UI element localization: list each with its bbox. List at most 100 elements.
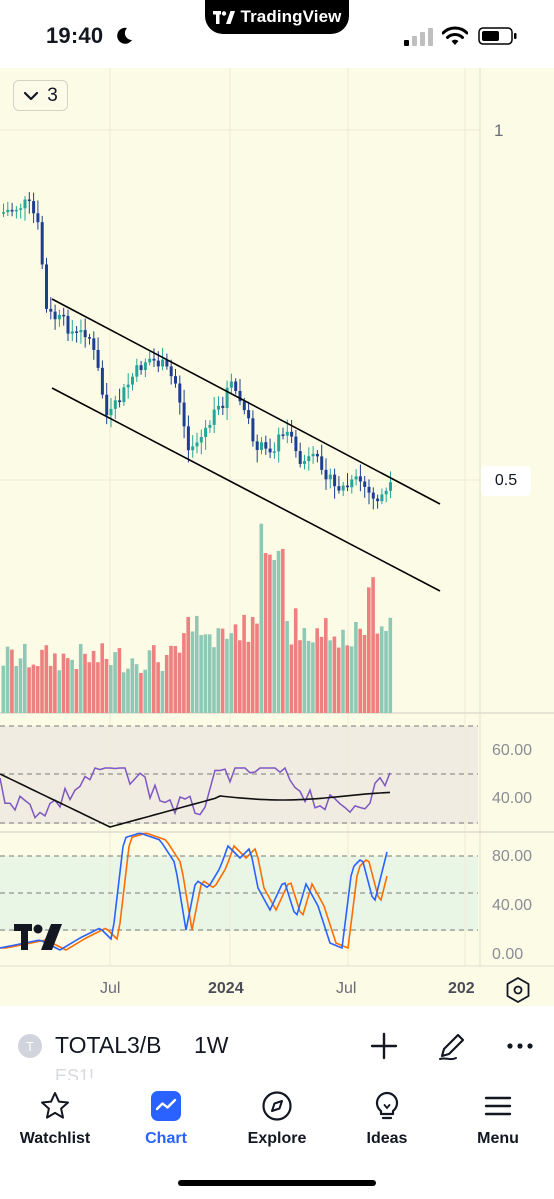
candle-body bbox=[178, 383, 182, 403]
volume-bar bbox=[328, 640, 332, 713]
channel-upper-trendline[interactable] bbox=[51, 298, 441, 505]
pen-icon[interactable] bbox=[436, 1030, 468, 1062]
volume-bar bbox=[66, 658, 70, 713]
candle-body bbox=[122, 387, 126, 403]
volume-bar bbox=[225, 638, 229, 713]
candle-body bbox=[66, 315, 70, 334]
rsi-moving-average bbox=[0, 773, 391, 828]
rsi-axis-label: 60.00 bbox=[492, 742, 533, 759]
volume-bar bbox=[216, 628, 221, 713]
volume-bar bbox=[233, 624, 238, 713]
price-axis-background bbox=[480, 68, 554, 1006]
gridlines bbox=[0, 68, 480, 966]
chart-canvas[interactable] bbox=[0, 68, 554, 1006]
candle-body bbox=[45, 264, 48, 309]
candle-body bbox=[186, 426, 190, 451]
volume-bar bbox=[324, 618, 328, 713]
candle-body bbox=[277, 434, 281, 452]
symbol-name[interactable]: TOTAL3/B bbox=[55, 1032, 162, 1058]
candle-body bbox=[79, 330, 83, 333]
candle-body bbox=[264, 442, 268, 449]
candle-body bbox=[290, 431, 294, 437]
candle-body bbox=[204, 427, 208, 437]
more-icon[interactable] bbox=[504, 1030, 536, 1062]
volume-bar bbox=[250, 616, 255, 713]
volume-bar bbox=[147, 650, 152, 713]
candle-body bbox=[199, 436, 203, 443]
candle-body bbox=[169, 366, 173, 377]
time-axis-label: 2024 bbox=[208, 980, 244, 997]
volume-bar bbox=[384, 630, 388, 713]
volume-bar bbox=[332, 636, 337, 713]
tab-watchlist[interactable]: Watchlist bbox=[5, 1090, 105, 1150]
candle-body bbox=[27, 199, 31, 202]
time-axis-label: 202 bbox=[448, 980, 475, 997]
tab-bar: Watchlist Chart Explore Ideas bbox=[0, 1080, 554, 1199]
chart-area[interactable]: 3 1 0.5 60.00 40.00 80.00 40.00 0.00 Jul… bbox=[0, 68, 554, 1006]
volume-bar bbox=[18, 658, 23, 713]
symbol-bar: T TOTAL3/B 1W bbox=[0, 1018, 554, 1074]
candle-body bbox=[272, 451, 276, 453]
volume-bar bbox=[199, 635, 203, 713]
volume-bar bbox=[14, 665, 18, 713]
volume-bar bbox=[78, 643, 83, 713]
price-axis-label: 1 bbox=[494, 121, 504, 140]
tab-explore[interactable]: Explore bbox=[227, 1090, 327, 1150]
candle-body bbox=[303, 461, 306, 464]
candle-body bbox=[242, 401, 246, 411]
tradingview-watermark-icon bbox=[14, 924, 62, 950]
volume-bar bbox=[177, 652, 182, 713]
volume-bar bbox=[195, 615, 199, 713]
candle-body bbox=[281, 434, 285, 436]
tab-label: Explore bbox=[247, 1130, 307, 1147]
candle-body bbox=[118, 400, 122, 403]
candle-body bbox=[363, 481, 367, 487]
volume-bar bbox=[96, 662, 100, 713]
time-axis-background bbox=[0, 966, 554, 1006]
tab-chart[interactable]: Chart bbox=[116, 1090, 216, 1150]
candle-body bbox=[174, 376, 177, 384]
volume-bar bbox=[298, 640, 302, 713]
volume-bar bbox=[190, 631, 195, 713]
pane-collapse-button[interactable]: 3 bbox=[13, 80, 68, 111]
volume-bar bbox=[285, 621, 289, 713]
volume-bar bbox=[379, 626, 384, 713]
compass-icon bbox=[262, 1091, 292, 1121]
time-axis-label: Jul bbox=[336, 980, 357, 997]
candle-body bbox=[333, 474, 337, 487]
candle-body bbox=[376, 498, 380, 502]
rsi-line bbox=[0, 766, 391, 819]
volume-bar bbox=[70, 659, 74, 713]
candle-body bbox=[358, 476, 362, 482]
candle-body bbox=[182, 402, 186, 427]
candle-body bbox=[268, 448, 272, 453]
settings-hexagon-icon[interactable] bbox=[504, 976, 532, 1004]
dynamic-island: TradingView bbox=[205, 0, 349, 34]
symbol-logo: T bbox=[18, 1034, 42, 1058]
candle-body bbox=[255, 441, 259, 450]
interval-selector[interactable]: 1W bbox=[194, 1032, 229, 1058]
volume-bar bbox=[10, 649, 14, 713]
plus-icon[interactable] bbox=[368, 1030, 400, 1062]
channel-lower-trendline[interactable] bbox=[51, 387, 441, 592]
candle-body bbox=[49, 308, 53, 312]
battery-icon bbox=[478, 27, 517, 45]
candle-body bbox=[208, 424, 212, 428]
volume-bar bbox=[220, 628, 225, 713]
candles bbox=[2, 192, 392, 510]
tab-menu[interactable]: Menu bbox=[448, 1090, 548, 1150]
volume-bar bbox=[173, 646, 178, 713]
candle-body bbox=[191, 446, 195, 451]
volume-bar bbox=[259, 523, 264, 713]
volume-bar bbox=[238, 640, 242, 713]
lightbulb-icon bbox=[375, 1091, 399, 1120]
candle-body bbox=[294, 436, 298, 452]
tab-ideas[interactable]: Ideas bbox=[337, 1090, 437, 1150]
volume-bar bbox=[121, 672, 126, 713]
volume-bar bbox=[302, 628, 307, 713]
candle-body bbox=[389, 482, 392, 491]
candle-body bbox=[75, 331, 79, 333]
rsi-band bbox=[0, 726, 478, 824]
signal-icon bbox=[404, 28, 433, 46]
candle-body bbox=[350, 479, 354, 488]
